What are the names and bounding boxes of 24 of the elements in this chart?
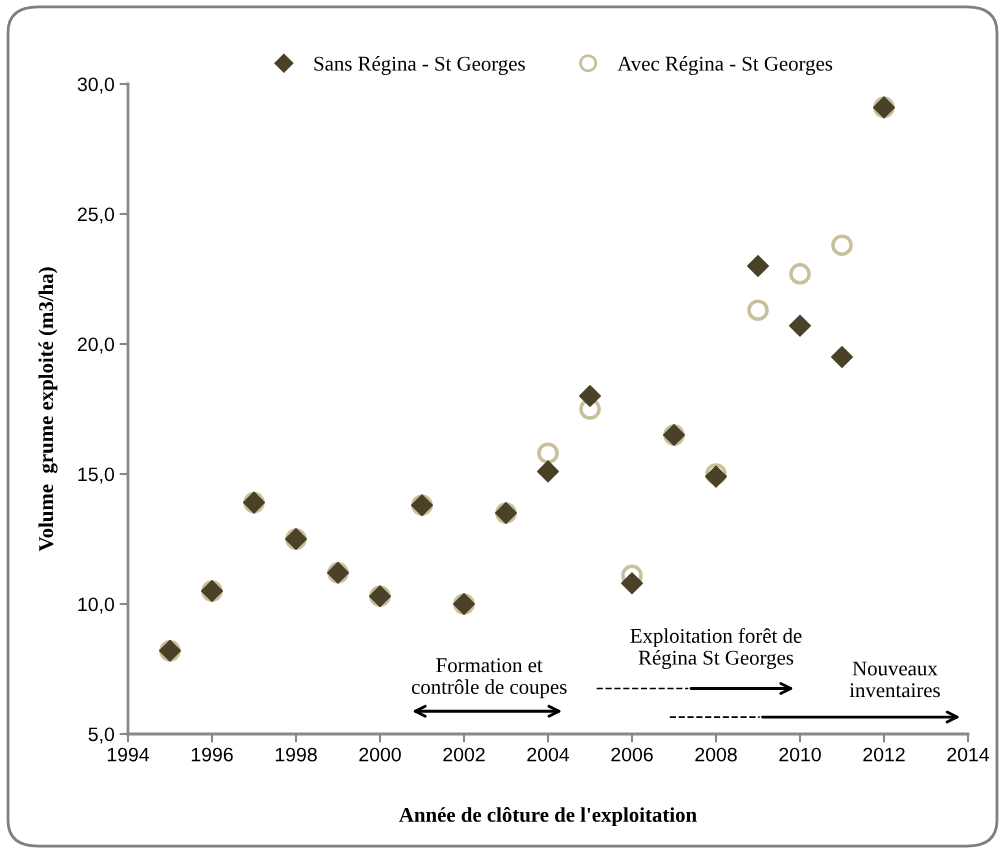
y-tick-label: 30,0 [77,77,115,94]
annotation: Formation et contrôle de coupes [411,658,567,699]
legend-label: Sans Régina - St Georges [314,56,525,75]
y-tick-label: 20,0 [77,337,115,354]
x-tick-label: 1996 [191,747,233,762]
legend-label: Avec Régina - St Georges [617,56,833,75]
x-tick-label: 2002 [443,747,485,762]
annotation: Nouveaux inventaires [849,661,940,698]
x-tick-label: 2012 [863,747,905,762]
x-tick-label: 2006 [611,747,653,762]
y-tick-label: 10,0 [78,597,115,614]
x-tick-label: 2000 [359,747,401,762]
x-tick-label: 2014 [947,747,990,762]
x-tick-label: 2010 [779,747,821,762]
x-tick-label: 2008 [695,747,737,762]
y-tick-label: 25,0 [77,207,115,224]
x-tick-label: 2004 [527,747,570,762]
x-tick-label: 1994 [107,747,150,762]
y-tick-label: 5,0 [88,727,115,744]
y-tick-label: 15,0 [78,467,115,484]
y-axis-title: Volume grume exploité (m3/ha) [38,267,58,552]
annotation: Exploitation forêt de Régina St Georges [630,628,802,669]
x-axis-title: Année de clôture de l'exploitation [399,806,697,827]
x-tick-label: 1998 [275,747,317,762]
